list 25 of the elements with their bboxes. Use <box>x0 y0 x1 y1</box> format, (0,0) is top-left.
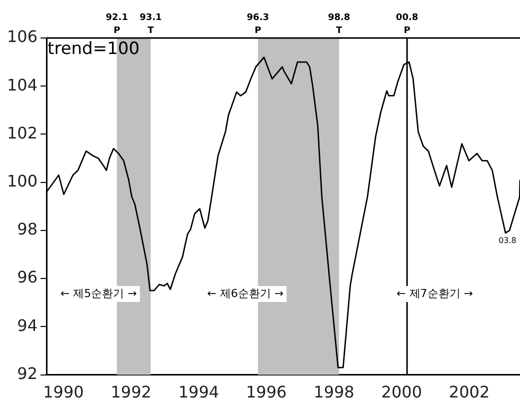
x-tick-label: 1994 <box>178 382 220 402</box>
y-tick-label: 100 <box>6 172 38 190</box>
y-tick-label: 98 <box>17 220 38 239</box>
annotation: 00.8 P <box>396 12 418 36</box>
y-tick-label: 92 <box>17 364 38 383</box>
x-tick-label: 2002 <box>448 382 490 402</box>
annotation: ← 제7순환기 → <box>396 286 473 300</box>
x-tick-label: 1992 <box>110 382 152 402</box>
y-tick-label: 106 <box>6 27 38 46</box>
annotation: 03.8 <box>498 236 516 245</box>
y-tick-label: 94 <box>17 316 38 335</box>
annotation: trend=100 <box>48 38 140 59</box>
annotation: ← 제5순환기 → <box>60 286 137 300</box>
annotation: 93.1 T <box>140 12 162 36</box>
y-tick-label: 102 <box>6 123 38 142</box>
y-tick-label: 96 <box>17 268 38 287</box>
annotation: 98.8 T <box>328 12 350 36</box>
y-tick-label: 104 <box>6 75 38 94</box>
annotation: 96.3 P <box>246 12 270 36</box>
x-tick-label: 1996 <box>246 382 287 402</box>
x-tick-label: 2000 <box>381 382 422 402</box>
annotation: 92.1 P <box>106 12 128 36</box>
x-tick-label: 1990 <box>43 382 84 402</box>
x-tick-label: 1998 <box>314 382 354 402</box>
annotation: ← 제6순환기 → <box>207 286 284 300</box>
